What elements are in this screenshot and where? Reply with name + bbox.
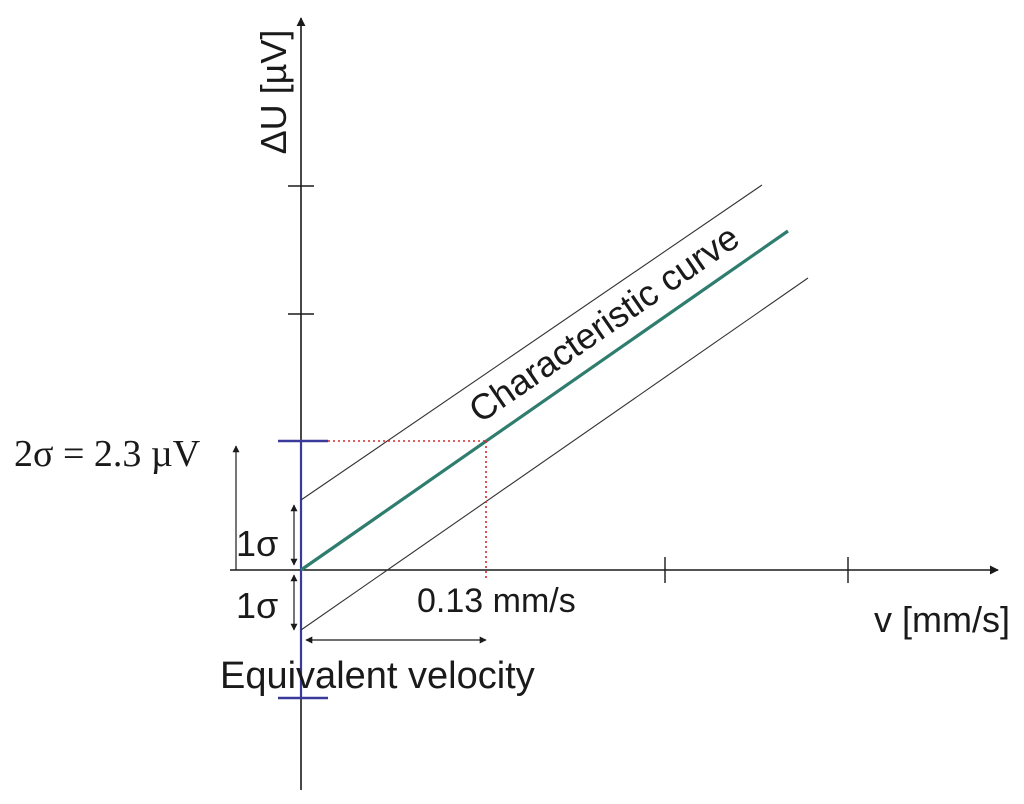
curve-label: Characteristic curve bbox=[461, 216, 746, 430]
velocity-value-label: 0.13 mm/s bbox=[417, 582, 576, 620]
x-axis-label: v [mm/s] bbox=[874, 599, 1010, 640]
sigma-lower-label: 1σ bbox=[236, 585, 278, 626]
y-axis-label: ΔU [µV] bbox=[253, 30, 294, 155]
characteristic-curve-line bbox=[300, 229, 789, 572]
sigma-upper-label: 1σ bbox=[236, 523, 278, 564]
two-sigma-label: 2σ = 2.3 µV bbox=[14, 433, 201, 475]
lower-bound-line bbox=[300, 277, 809, 631]
upper-bound-line bbox=[300, 184, 763, 501]
equivalent-velocity-label: Equivalent velocity bbox=[220, 655, 535, 697]
